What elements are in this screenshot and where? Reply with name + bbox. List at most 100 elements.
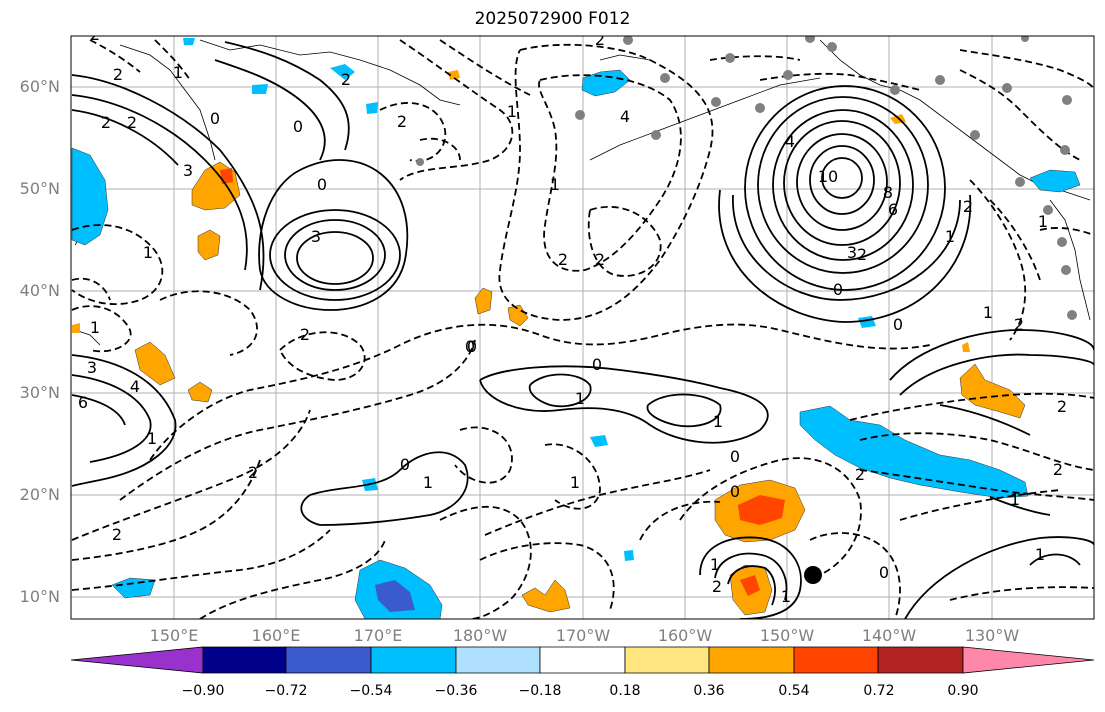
- contour-label: 0: [467, 337, 477, 356]
- contour-label: 2: [248, 463, 258, 482]
- colorbar-tick-label: 0.18: [609, 683, 641, 699]
- colorbar-segment: [962, 646, 1095, 674]
- storm-marker: [804, 566, 822, 584]
- contour-label: 1: [713, 412, 723, 431]
- contour-label: 2: [963, 197, 973, 216]
- colorbar-tick-label: −0.90: [181, 683, 225, 699]
- contour-label: 4: [130, 377, 140, 396]
- contour-label: 1: [173, 63, 183, 82]
- lat-label: 50°N: [19, 179, 60, 198]
- contour-label: 2: [595, 30, 605, 49]
- negative-shading: [71, 38, 1081, 619]
- contour-label: 3: [87, 358, 97, 377]
- colorbar-segment: [370, 646, 457, 674]
- contour-label: 2: [1057, 397, 1067, 416]
- lon-label: 160°E: [251, 626, 301, 645]
- lon-label: 130°W: [964, 626, 1020, 645]
- contour-label: 4: [785, 132, 795, 151]
- colorbar-segment: [539, 646, 626, 674]
- contour-label: 3: [311, 227, 321, 246]
- lon-label: 160°W: [657, 626, 713, 645]
- lat-label: 20°N: [19, 485, 60, 504]
- lon-label: 150°E: [149, 626, 199, 645]
- contour-label: 1: [550, 175, 560, 194]
- lon-label: 170°W: [555, 626, 611, 645]
- lon-label: 140°W: [861, 626, 917, 645]
- contour-label: 2: [112, 525, 122, 544]
- contour-label: 0: [400, 455, 410, 474]
- colorbar-tick-label: 0.90: [947, 683, 979, 699]
- contour-label: 1: [1038, 212, 1048, 231]
- contour-label: 0: [893, 315, 903, 334]
- contour-label: 2: [90, 25, 100, 44]
- contour-label: 6: [78, 393, 88, 412]
- colorbar-tick-label: 0.54: [778, 683, 810, 699]
- contour-label: 3: [847, 243, 857, 262]
- contour-label: 1: [143, 243, 153, 262]
- lon-label: 170°E: [353, 626, 403, 645]
- lat-label: 40°N: [19, 281, 60, 300]
- contour-label: 0: [592, 355, 602, 374]
- contour-label: 2: [712, 577, 722, 596]
- contour-label: 2: [1053, 460, 1063, 479]
- contour-label: 2: [113, 65, 123, 84]
- colorbar-segment: [70, 646, 204, 674]
- contour-label: 1: [423, 473, 433, 492]
- dashed-contours: [71, 39, 1094, 619]
- contour-label: 0: [465, 337, 475, 356]
- lat-label: 30°N: [19, 383, 60, 402]
- contour-label: 1: [570, 473, 580, 492]
- contour-label: 1: [1010, 490, 1020, 509]
- colorbar-segment: [285, 646, 372, 674]
- plot-frame: [70, 35, 1095, 620]
- contour-label: 2: [101, 113, 111, 132]
- contour-label: 8: [883, 183, 893, 202]
- contour-label: 4: [620, 107, 630, 126]
- colorbar-segment: [624, 646, 710, 674]
- contour-label: 0: [293, 117, 303, 136]
- contour-label: 2: [397, 112, 407, 131]
- station-dots: [416, 36, 1077, 320]
- contour-label: 0: [879, 563, 889, 582]
- lon-label: 150°W: [759, 626, 815, 645]
- contour-label: 0: [833, 280, 843, 299]
- contour-label: 0: [730, 482, 740, 501]
- contour-label: 1: [90, 318, 100, 337]
- colorbar-segment: [202, 646, 287, 674]
- contour-label: 2: [595, 250, 605, 269]
- contour-label: 1: [710, 555, 720, 574]
- contour-label: 1: [507, 102, 517, 121]
- colorbar-tick-label: 0.72: [863, 683, 895, 699]
- lat-label: 60°N: [19, 77, 60, 96]
- lat-label: 10°N: [19, 587, 60, 606]
- colorbar-segment: [708, 646, 795, 674]
- positive-shading: [72, 70, 1026, 616]
- colorbar-tick-label: 0.36: [693, 683, 725, 699]
- contour-label: 1: [781, 587, 791, 606]
- colorbar-segment: [877, 646, 964, 674]
- contour-label: 2: [127, 113, 137, 132]
- contour-label: 1: [147, 429, 157, 448]
- solid-contours: [71, 41, 1094, 619]
- contour-label: 1: [1035, 545, 1045, 564]
- colorbar-tick-label: −0.72: [264, 683, 308, 699]
- contour-label: 2: [855, 465, 865, 484]
- contour-label: 1: [945, 227, 955, 246]
- colorbar-tick-label: −0.36: [434, 683, 478, 699]
- contour-label: 2: [857, 245, 867, 264]
- contour-label: 1: [575, 389, 585, 408]
- contour-label: 0: [730, 447, 740, 466]
- contour-label: 6: [888, 200, 898, 219]
- lon-label: 180°W: [452, 626, 508, 645]
- contour-label: 2: [1014, 315, 1024, 334]
- contour-label: 3: [183, 161, 193, 180]
- colorbar-tick-label: −0.18: [518, 683, 562, 699]
- map-title: 2025072900 F012: [474, 9, 631, 29]
- contour-label: 2: [558, 250, 568, 269]
- contour-label: 2: [341, 70, 351, 89]
- contour-label: 10: [818, 167, 838, 186]
- contour-label: 2: [300, 325, 310, 344]
